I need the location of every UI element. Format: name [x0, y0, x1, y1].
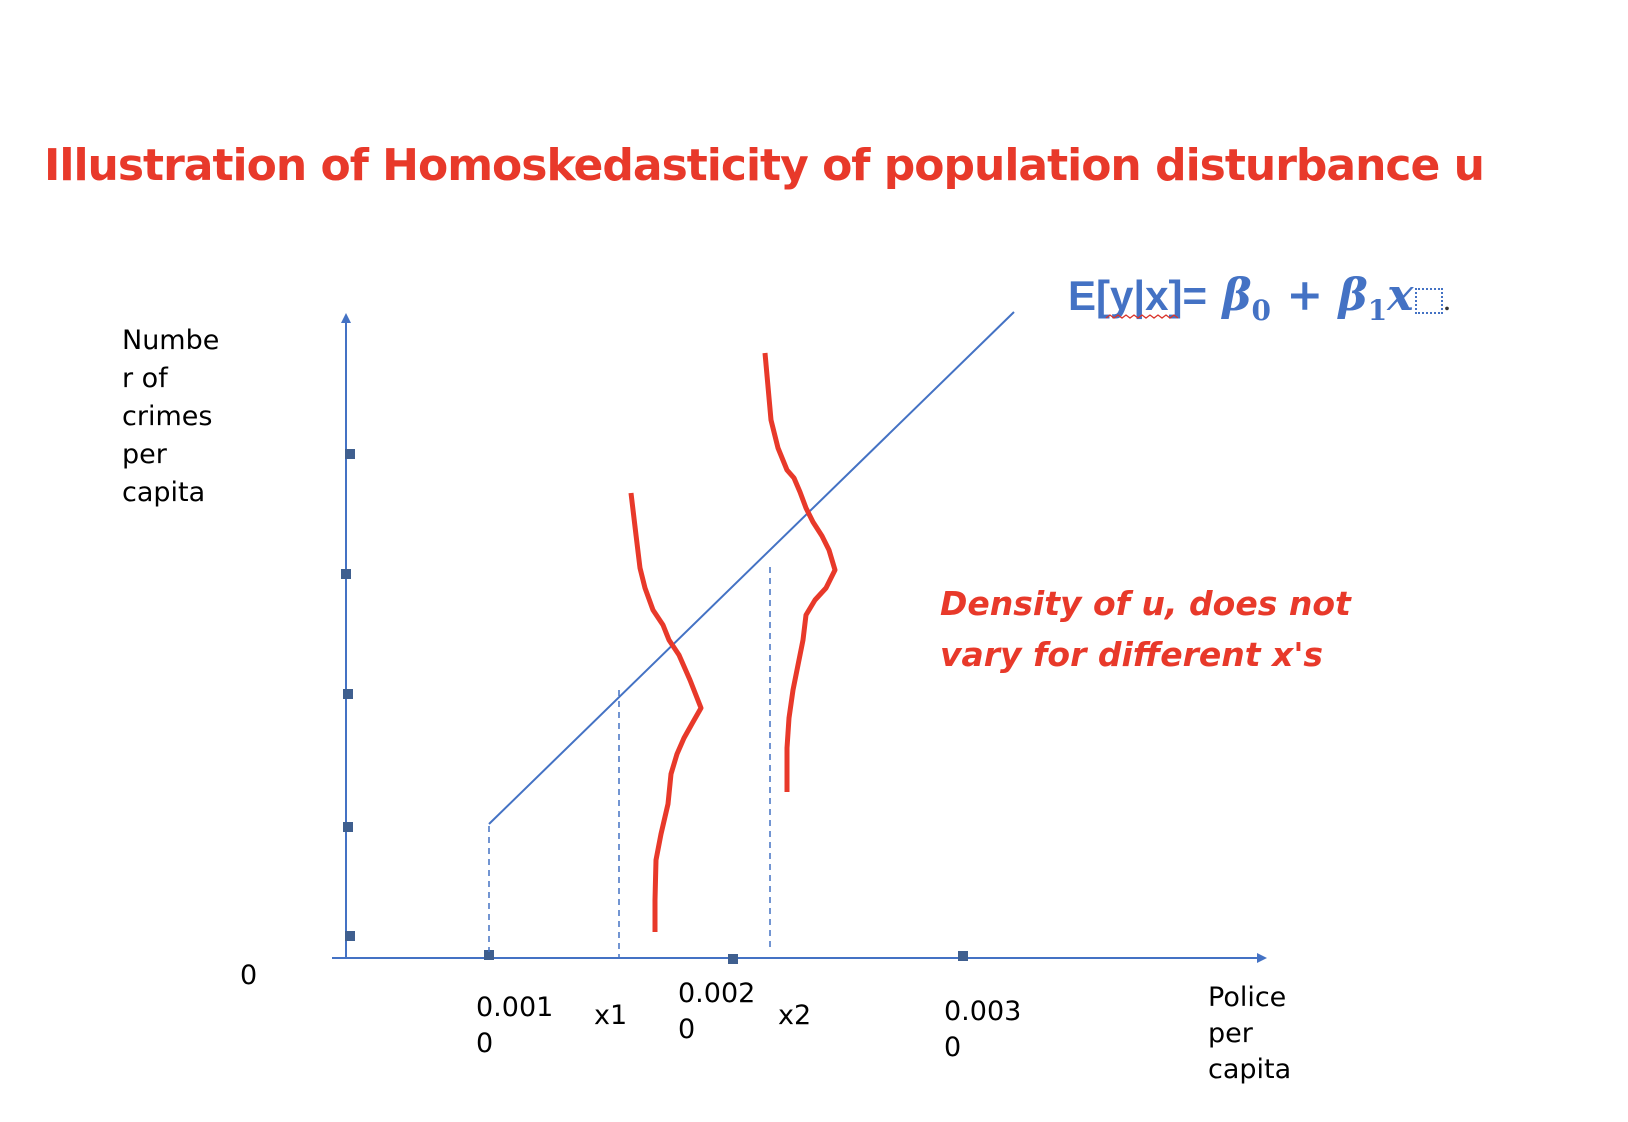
y-axis-marker	[345, 931, 355, 941]
regression-formula: E[y|x]= β0 + β1x.	[1068, 270, 1450, 327]
y-axis-marker	[343, 689, 353, 699]
x-tick-label-x1: x1	[594, 1000, 628, 1031]
y-axis-label: Numbe r of crimes per capita	[122, 325, 220, 508]
x-axis-marker	[958, 951, 968, 961]
x-axis-marker	[728, 954, 738, 964]
density-annotation: Density of u, does not vary for differen…	[940, 584, 1351, 674]
formula-x: x	[1387, 270, 1414, 321]
origin-label: 0	[240, 960, 258, 991]
slide-title: Illustration of Homoskedasticity of popu…	[44, 140, 1485, 191]
spellcheck-underline	[1105, 314, 1179, 319]
x-axis-marker	[484, 950, 494, 960]
regression-line	[488, 311, 1015, 825]
x-tick-label-0-0020: 0.002 0	[678, 978, 756, 1045]
x-tick-label-0-0010: 0.001 0	[476, 992, 554, 1059]
formula-trailing-dot: .	[1443, 291, 1451, 315]
x-tick-label-0-0030: 0.003 0	[944, 996, 1022, 1063]
formula-plus: +	[1286, 270, 1324, 321]
density-curve-x1	[628, 492, 704, 932]
x-axis-label: Police per capita	[1208, 982, 1292, 1085]
y-axis-marker	[343, 822, 353, 832]
y-axis-marker	[341, 569, 351, 579]
equation-placeholder-icon	[1415, 288, 1444, 314]
formula-beta1: β	[1338, 270, 1368, 321]
formula-beta1-subscript: 1	[1367, 293, 1388, 327]
formula-beta0: β	[1222, 270, 1252, 321]
formula-lhs: E[y|x]=	[1068, 272, 1207, 319]
x-tick-label-x2: x2	[778, 1000, 812, 1031]
formula-beta0-subscript: 0	[1251, 293, 1272, 327]
density-curve-x2	[762, 352, 838, 792]
y-axis-marker	[345, 449, 355, 459]
